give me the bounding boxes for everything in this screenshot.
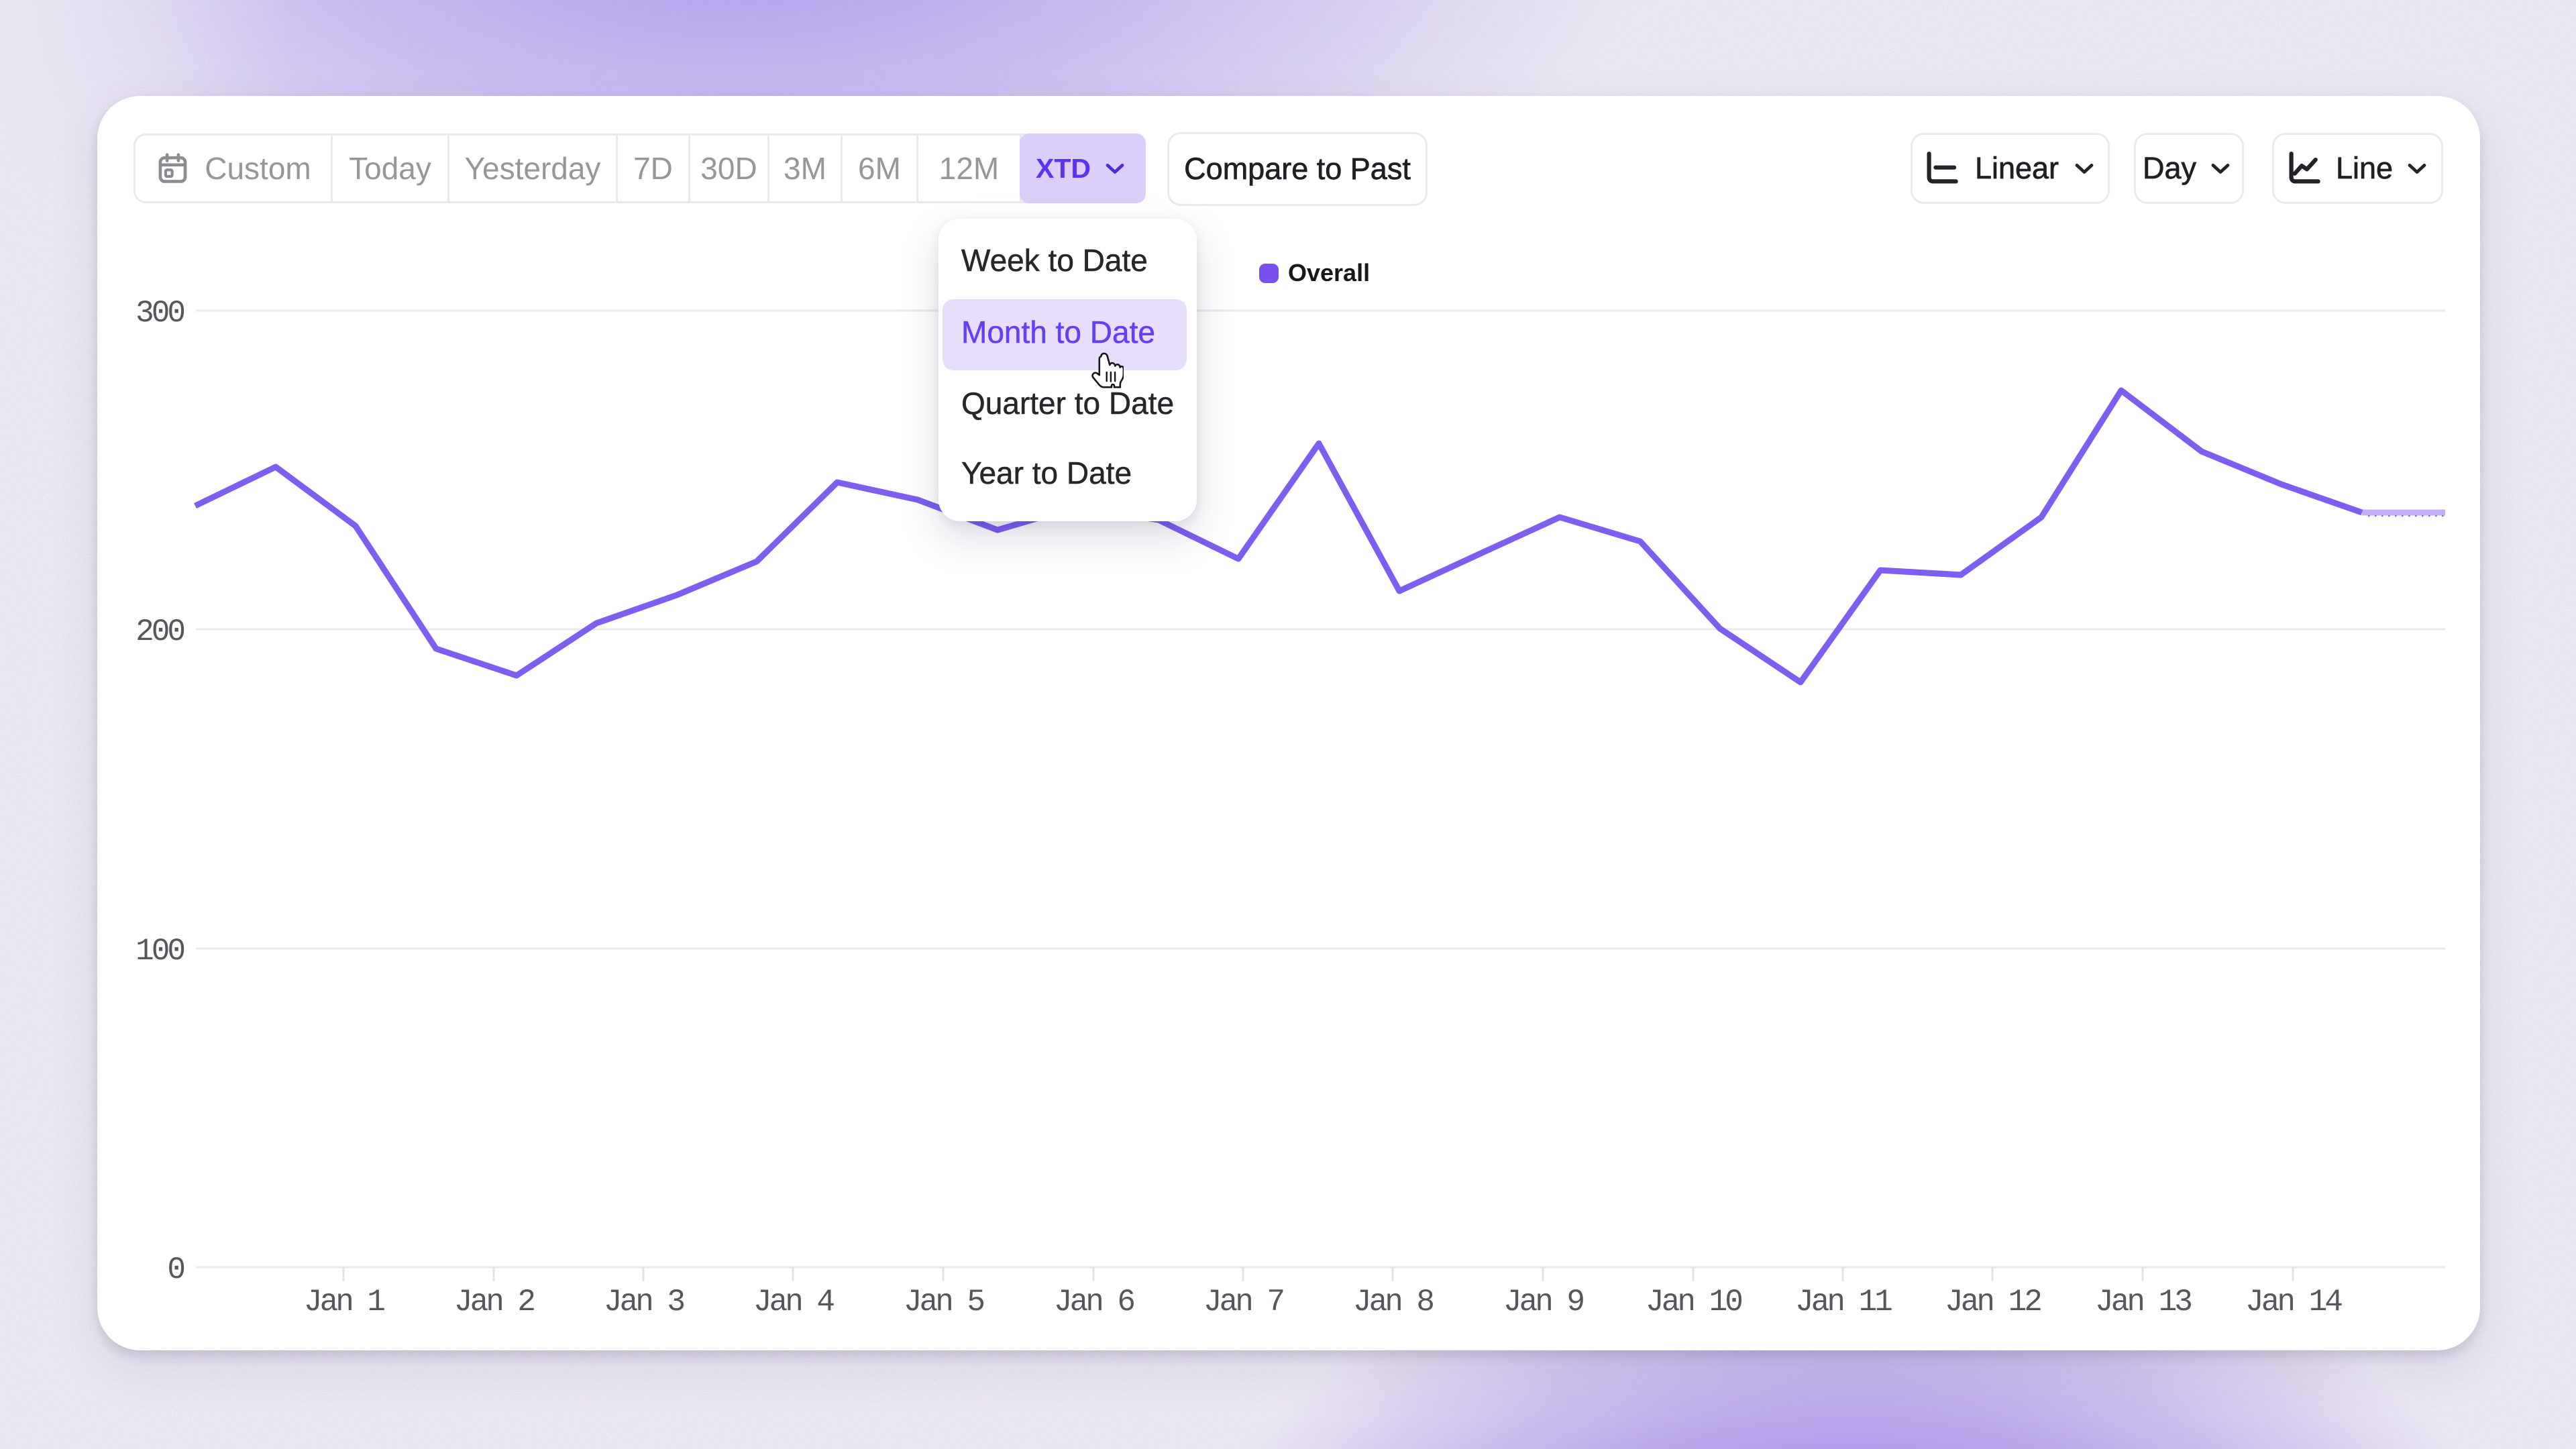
svg-text:Jan 11: Jan 11 bbox=[1795, 1285, 1892, 1320]
svg-text:Jan 9: Jan 9 bbox=[1503, 1285, 1583, 1320]
svg-text:Jan 13: Jan 13 bbox=[2095, 1285, 2191, 1320]
svg-text:Jan 4: Jan 4 bbox=[753, 1285, 834, 1320]
svg-text:300: 300 bbox=[136, 296, 184, 331]
svg-text:Jan 14: Jan 14 bbox=[2245, 1285, 2342, 1320]
svg-text:Jan 2: Jan 2 bbox=[454, 1285, 534, 1320]
svg-text:Jan 1: Jan 1 bbox=[304, 1285, 384, 1320]
svg-text:Jan 10: Jan 10 bbox=[1646, 1285, 1741, 1320]
svg-text:Jan 5: Jan 5 bbox=[904, 1285, 983, 1320]
svg-text:Jan 6: Jan 6 bbox=[1054, 1285, 1134, 1320]
svg-text:Jan 3: Jan 3 bbox=[604, 1285, 684, 1320]
svg-text:200: 200 bbox=[136, 614, 184, 649]
svg-text:100: 100 bbox=[136, 934, 184, 969]
svg-text:0: 0 bbox=[167, 1252, 184, 1287]
svg-text:Jan 8: Jan 8 bbox=[1353, 1285, 1433, 1320]
svg-text:Jan 12: Jan 12 bbox=[1945, 1285, 2041, 1320]
svg-text:Jan 7: Jan 7 bbox=[1203, 1285, 1283, 1320]
